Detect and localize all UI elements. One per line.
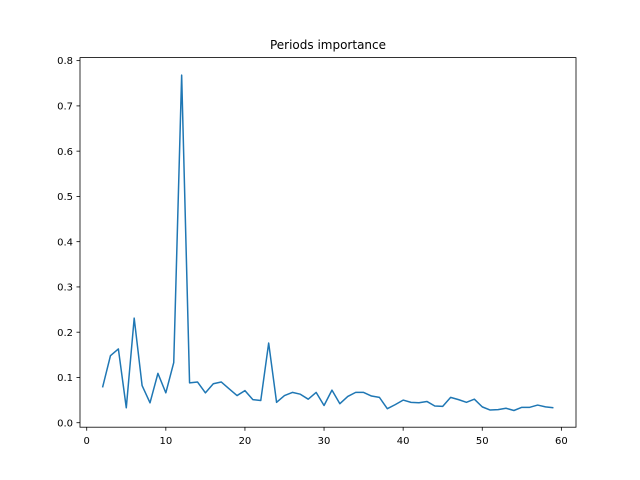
x-tick-label: 50 <box>476 436 489 447</box>
y-tick-label: 0.4 <box>57 237 73 248</box>
axes-frame <box>79 57 577 428</box>
series-line <box>101 74 554 412</box>
chart-title: Periods importance <box>270 38 386 52</box>
x-tick-label: 40 <box>397 436 410 447</box>
y-tick-label: 0.0 <box>57 418 73 429</box>
y-tick-label: 0.5 <box>57 192 73 203</box>
y-tick-label: 0.7 <box>57 101 73 112</box>
x-axis: 0 10 20 30 40 50 60 <box>84 427 568 447</box>
y-tick-label: 0.1 <box>57 373 73 384</box>
y-axis: 0.0 0.1 0.2 0.3 0.4 0.5 0.6 0.7 0.8 <box>57 56 80 429</box>
plot-area <box>101 74 554 412</box>
y-tick-label: 0.8 <box>57 56 73 67</box>
x-tick-label: 0 <box>84 436 90 447</box>
x-tick-label: 20 <box>239 436 252 447</box>
x-tick-label: 30 <box>318 436 331 447</box>
y-tick-label: 0.2 <box>57 328 73 339</box>
x-tick-label: 60 <box>555 436 568 447</box>
y-tick-label: 0.6 <box>57 147 73 158</box>
x-tick-label: 10 <box>159 436 172 447</box>
y-tick-label: 0.3 <box>57 283 73 294</box>
